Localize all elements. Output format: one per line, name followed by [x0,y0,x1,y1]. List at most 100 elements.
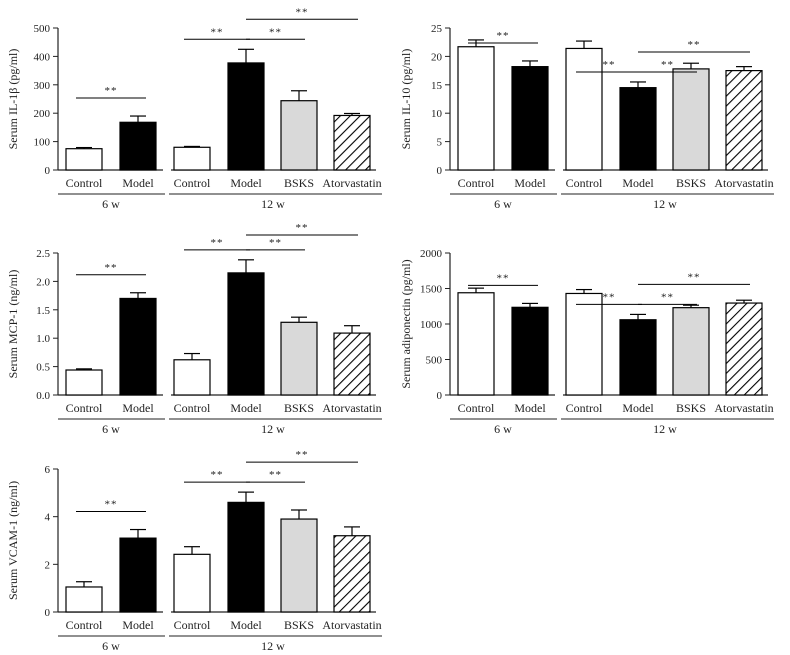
y-axis-title: Serum MCP-1 (ng/ml) [6,270,20,379]
bar-model-6w [119,297,157,396]
bar-atorvastatin-12w [333,114,371,171]
x-category-label: Model [230,176,262,190]
group-label-12w: 12 w [653,197,677,211]
y-tick-label: 0.5 [36,362,50,374]
significance-marker: ** [497,272,510,284]
bar-model-12w [619,87,657,171]
bar-control-12w [173,553,211,613]
panel-vcam1: 0 2 4 6 Serum VCAM-1 (ng/ml) Control Model Cont… [6,449,382,653]
significance-marker: ** [105,499,118,511]
bar-model-6w [511,306,549,396]
x-category-label: Control [66,401,103,415]
bar-model-12w [619,319,657,396]
significance-marker: ** [269,26,282,38]
bar-model-6w [119,121,157,171]
y-tick-label: 0 [437,165,443,177]
x-category-label: Control [174,618,211,632]
x-category-label: BSKS [676,401,706,415]
group-label-6w: 6 w [102,639,120,653]
significance-marker: ** [661,59,674,71]
bar-model-12w [227,272,265,396]
x-category-label: BSKS [284,401,314,415]
y-tick-label: 15 [431,80,443,92]
y-axis-title: Serum adiponectin (pg/ml) [399,259,413,388]
y-tick-label: 10 [431,108,443,120]
group-label-12w: 12 w [261,422,285,436]
x-category-label: Control [66,618,103,632]
bar-control-12w [173,359,211,396]
y-tick-label: 2 [45,559,51,571]
group-label-6w: 6 w [102,422,120,436]
x-category-label: Model [622,176,654,190]
y-tick-label: 20 [431,51,443,63]
significance-marker: ** [105,262,118,274]
bar-control-6w [65,148,103,171]
significance-marker: ** [603,291,616,303]
x-category-label: Control [458,401,495,415]
x-category-label: Model [122,176,154,190]
y-axis-title: Serum IL-10 (pg/ml) [399,49,413,150]
significance-marker: ** [296,449,309,461]
x-category-label: Model [514,401,546,415]
bar-control-12w [565,292,603,396]
y-tick-label: 5 [437,137,443,149]
x-category-label: Control [66,176,103,190]
y-tick-label: 100 [34,137,51,149]
group-label-6w: 6 w [494,197,512,211]
x-category-label: Control [566,401,603,415]
x-category-label: BSKS [284,618,314,632]
x-category-label: Model [230,618,262,632]
y-tick-label: 25 [431,23,443,35]
bar-atorvastatin-12w [333,535,371,613]
x-category-label: Atorvastatin [322,176,381,190]
significance-marker: ** [211,469,224,481]
y-tick-label: 500 [426,355,443,367]
y-tick-label: 400 [34,51,51,63]
bar-model-6w [511,66,549,171]
y-tick-label: 2.5 [36,248,50,260]
bar-model-12w [227,501,265,613]
bar-atorvastatin-12w [725,69,763,171]
panel-il1b: 0 100 200 300 400 500 Serum IL-1β (pg/ml) Contr… [6,6,382,211]
bar-control-6w [65,586,103,613]
group-label-6w: 6 w [494,422,512,436]
y-tick-label: 0 [45,165,51,177]
bar-model-12w [227,62,265,171]
panel-il10: 0 5 10 15 20 25 Serum IL-10 (pg/ml) Control Mode… [399,23,774,211]
significance-marker: ** [603,59,616,71]
significance-marker: ** [296,222,309,234]
panel-mcp1: 0.0 0.5 1.0 1.5 2.0 2.5 Serum MCP-1 (ng/ml) Con… [6,222,382,436]
x-category-label: Model [622,401,654,415]
x-category-label: Atorvastatin [322,401,381,415]
significance-marker: ** [661,291,674,303]
panel-adiponectin: 0 500 1000 1500 2000 Serum adiponectin (pg/ml… [399,248,774,436]
bar-control-6w [457,46,495,171]
significance-marker: ** [688,39,701,51]
x-category-label: Control [174,176,211,190]
group-label-12w: 12 w [653,422,677,436]
bar-atorvastatin-12w [333,332,371,396]
y-axis-title: Serum VCAM-1 (ng/ml) [6,481,20,600]
x-category-label: Atorvastatin [714,401,773,415]
x-category-label: Control [458,176,495,190]
significance-marker: ** [688,271,701,283]
y-tick-label: 1.0 [36,333,50,345]
y-tick-label: 2.0 [36,276,50,288]
x-category-label: Model [122,401,154,415]
y-axis-title: Serum IL-1β (pg/ml) [6,49,20,150]
bar-control-6w [457,292,495,396]
y-tick-label: 0 [45,607,51,619]
y-tick-label: 1000 [420,319,443,331]
x-category-label: Model [230,401,262,415]
significance-marker: ** [269,237,282,249]
significance-marker: ** [105,85,118,97]
y-tick-label: 1500 [420,284,443,296]
bar-bsks-12w [280,321,318,396]
group-label-12w: 12 w [261,197,285,211]
y-tick-label: 0.0 [36,390,50,402]
bar-bsks-12w [280,518,318,613]
y-tick-label: 4 [45,512,51,524]
x-category-label: Atorvastatin [322,618,381,632]
y-tick-label: 0 [437,390,443,402]
